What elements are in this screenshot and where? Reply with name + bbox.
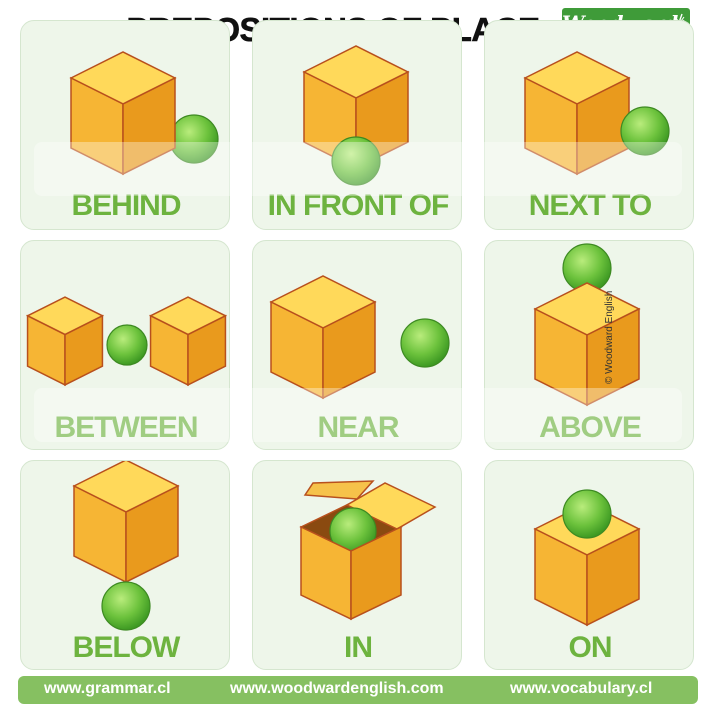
card-near: NEAR bbox=[252, 240, 462, 450]
below-illustration bbox=[72, 461, 180, 631]
cube-shape bbox=[533, 282, 641, 407]
card-next-to: NEXT TO bbox=[484, 20, 694, 230]
card-in-front-of: IN FRONT OF bbox=[252, 20, 462, 230]
cube-shape bbox=[533, 502, 641, 627]
on-illustration bbox=[533, 489, 641, 627]
label-in: IN bbox=[344, 631, 373, 664]
label-between: BETWEEN bbox=[54, 411, 199, 444]
behind-illustration bbox=[69, 51, 219, 176]
label-near: NEAR bbox=[317, 411, 399, 444]
copyright-text: © Woodward English bbox=[604, 290, 615, 384]
card-above: ABOVE bbox=[484, 240, 694, 450]
near-illustration bbox=[269, 275, 450, 400]
cube-shape bbox=[523, 51, 631, 176]
footer-link-woodward[interactable]: www.woodwardenglish.com bbox=[230, 680, 444, 697]
label-on: ON bbox=[568, 631, 613, 664]
label-above: ABOVE bbox=[539, 411, 642, 444]
in-front-of-illustration bbox=[302, 45, 410, 186]
label-next-to: NEXT TO bbox=[528, 189, 652, 222]
footer-link-grammar[interactable]: www.grammar.cl bbox=[44, 680, 171, 697]
ball-shape bbox=[106, 324, 148, 366]
ball-shape bbox=[400, 318, 450, 368]
ball-shape bbox=[620, 106, 670, 156]
card-below: BELOW bbox=[20, 460, 230, 670]
cube-shape bbox=[72, 461, 180, 584]
card-behind: BEHIND bbox=[20, 20, 230, 230]
label-below: BELOW bbox=[72, 631, 181, 664]
cube-shape bbox=[269, 275, 377, 400]
card-in: IN bbox=[252, 460, 462, 670]
label-in-front-of: IN FRONT OF bbox=[267, 189, 450, 222]
ball-shape bbox=[331, 136, 381, 186]
above-illustration bbox=[533, 243, 641, 407]
footer-link-vocabulary[interactable]: www.vocabulary.cl bbox=[510, 680, 653, 697]
label-behind: BEHIND bbox=[71, 189, 181, 222]
card-between: BETWEEN bbox=[20, 240, 230, 450]
next-to-illustration bbox=[523, 51, 670, 176]
ball-shape bbox=[101, 581, 151, 631]
cube-shape-right bbox=[148, 296, 228, 387]
in-illustration bbox=[299, 480, 437, 621]
between-illustration bbox=[25, 296, 228, 387]
ball-shape bbox=[562, 489, 612, 539]
card-on: ON bbox=[484, 460, 694, 670]
cube-shape-left bbox=[25, 296, 105, 387]
watermark-band bbox=[34, 388, 682, 442]
watermark-band bbox=[34, 142, 682, 196]
footer-bar: www.grammar.cl www.woodwardenglish.com w… bbox=[18, 676, 698, 704]
cube-shape bbox=[69, 51, 177, 176]
open-box-shape bbox=[299, 480, 437, 621]
